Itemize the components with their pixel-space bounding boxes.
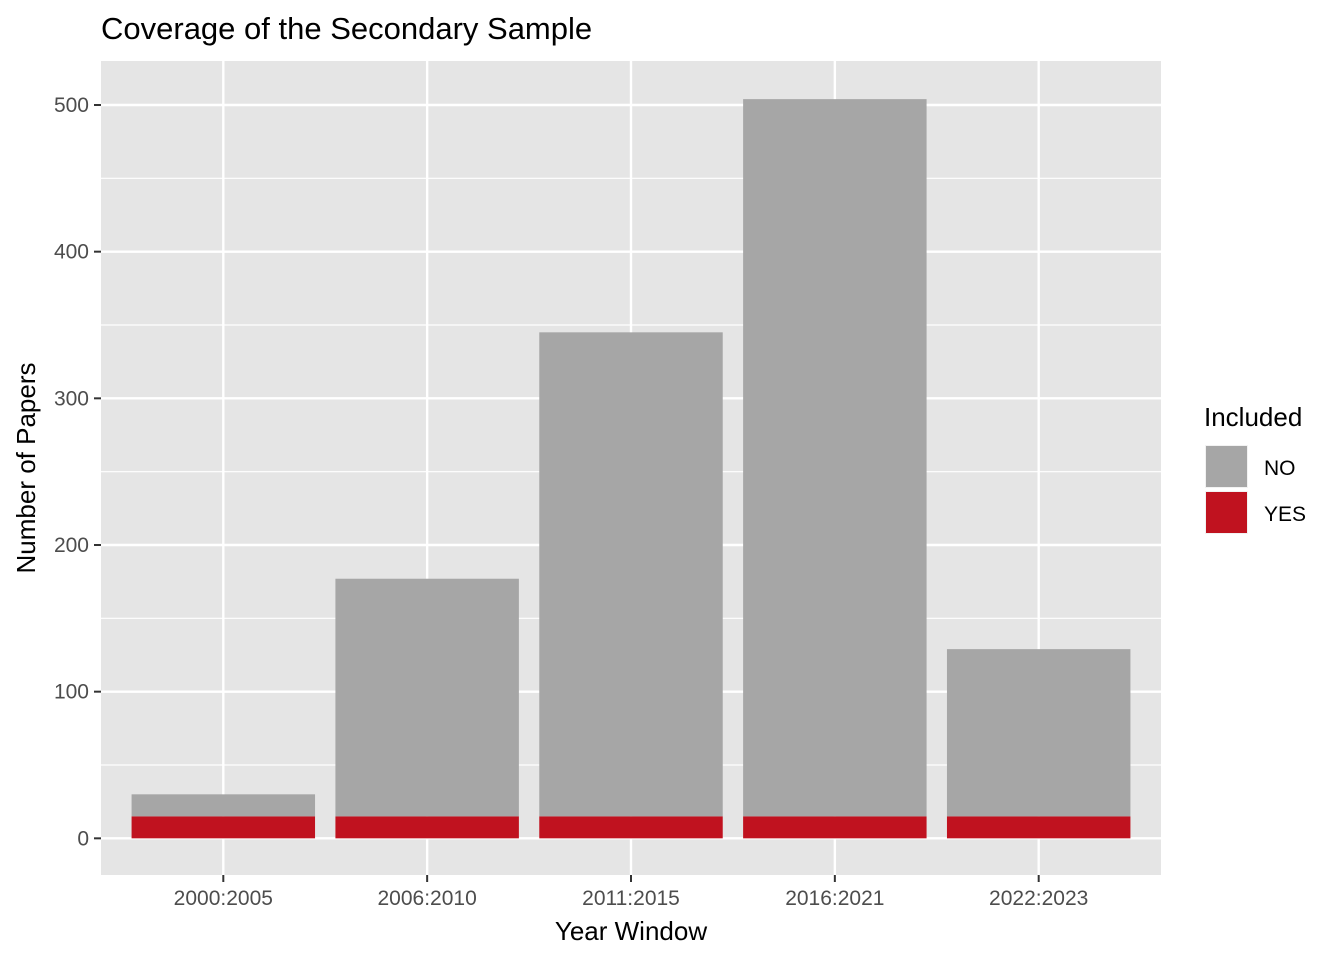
y-tick-label: 0	[77, 827, 89, 850]
chart-title: Coverage of the Secondary Sample	[101, 11, 592, 46]
bar-no-2006:2010	[335, 578, 519, 817]
bar-yes-2022:2023	[946, 816, 1131, 839]
bar-no-2022:2023	[946, 649, 1131, 817]
y-axis: 0 100 200 300 400 500	[54, 94, 101, 850]
x-tick-label: 2006:2010	[378, 887, 477, 910]
legend-key-yes	[1206, 492, 1247, 533]
x-axis: 2000:2005 2006:2010 2011:2015 2016:2021 2022…	[174, 875, 1088, 910]
bar-yes-2011:2015	[539, 816, 723, 839]
y-tick-label: 100	[54, 681, 89, 704]
legend-title: Included	[1204, 402, 1302, 432]
x-tick-label: 2000:2005	[174, 887, 273, 910]
bar-yes-2006:2010	[335, 816, 519, 839]
bar-yes-2000:2005	[131, 816, 316, 839]
y-tick-label: 500	[54, 94, 89, 117]
y-tick-label: 400	[54, 241, 89, 264]
legend-key-no	[1206, 446, 1247, 487]
y-tick-label: 200	[54, 534, 89, 557]
legend-label-yes: YES	[1264, 503, 1306, 526]
legend-label-no: NO	[1264, 457, 1296, 480]
legend: Included NO YES	[1204, 402, 1306, 534]
x-tick-label: 2022:2023	[989, 887, 1088, 910]
y-axis-label: Number of Papers	[11, 363, 41, 574]
bar-no-2011:2015	[539, 332, 723, 817]
x-tick-label: 2016:2021	[785, 887, 884, 910]
y-tick-label: 300	[54, 387, 89, 410]
bars	[131, 99, 1131, 839]
bar-no-2016:2021	[743, 99, 927, 817]
bar-yes-2016:2021	[743, 816, 927, 839]
bar-no-2000:2005	[131, 794, 316, 817]
x-tick-label: 2011:2015	[582, 887, 680, 910]
x-axis-label: Year Window	[555, 916, 707, 946]
